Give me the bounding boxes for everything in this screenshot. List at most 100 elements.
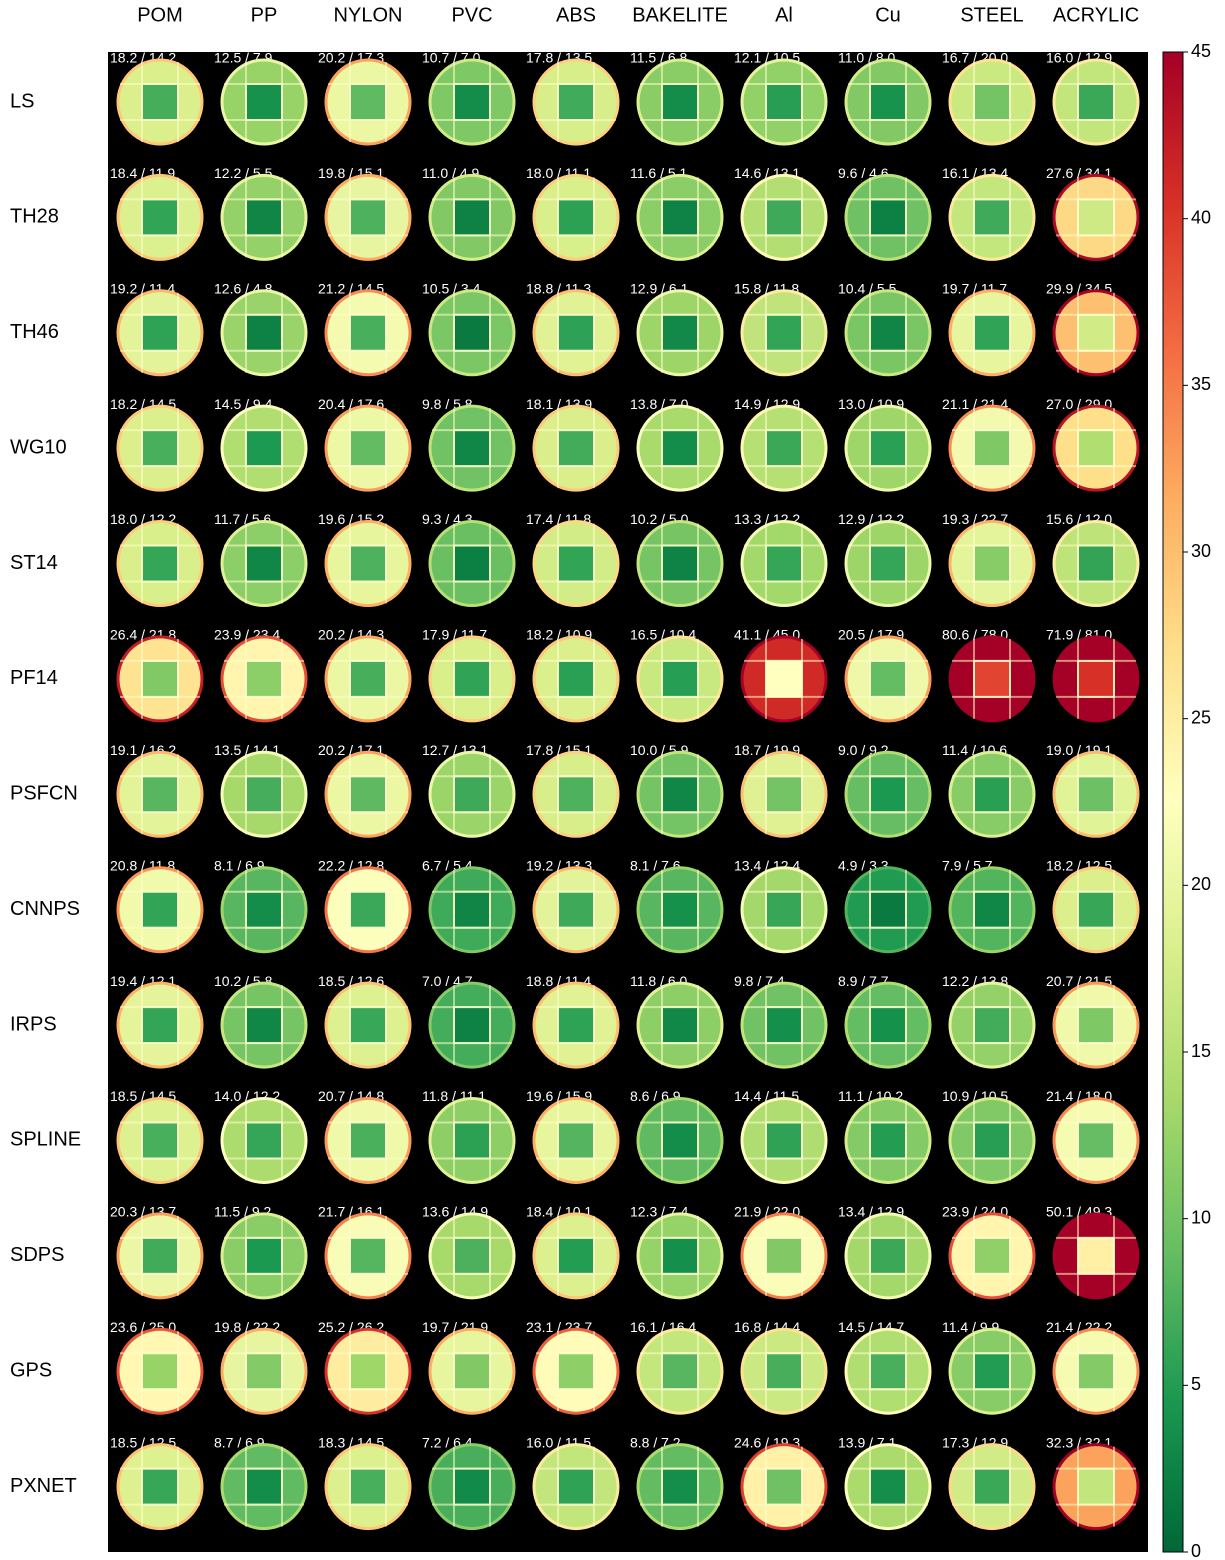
error-map: [742, 1098, 826, 1182]
error-map-center: [350, 430, 386, 466]
error-map-center: [974, 1469, 1010, 1505]
error-map: [950, 406, 1034, 490]
error-map: [222, 983, 306, 1067]
error-map-center: [870, 315, 906, 351]
error-map-center: [662, 1353, 698, 1389]
row-label: PF14: [10, 667, 58, 689]
column-label: BAKELITE: [632, 4, 728, 26]
error-map: [742, 175, 826, 259]
error-map-center: [454, 84, 490, 120]
error-map: [326, 1214, 410, 1298]
error-map-center: [142, 776, 178, 812]
row-label: GPS: [10, 1360, 52, 1382]
error-map-center: [1078, 430, 1114, 466]
error-map: [742, 406, 826, 490]
error-map-center: [246, 315, 282, 351]
row-label: ST14: [10, 552, 58, 574]
error-map-center: [350, 1007, 386, 1043]
error-map: [222, 637, 306, 721]
error-map-center: [454, 1238, 490, 1274]
error-map: [742, 983, 826, 1067]
error-map: [326, 1098, 410, 1182]
error-map-center: [142, 430, 178, 466]
error-map: [1054, 1329, 1138, 1413]
error-map-center: [1078, 776, 1114, 812]
error-map-center: [662, 661, 698, 697]
error-map-center: [974, 776, 1010, 812]
error-map-center: [766, 546, 802, 582]
error-map: [1054, 868, 1138, 952]
error-map-center: [142, 1469, 178, 1505]
error-map: [846, 175, 930, 259]
error-map-center: [870, 546, 906, 582]
error-map-center: [662, 546, 698, 582]
error-map: [534, 60, 618, 144]
error-map: [638, 175, 722, 259]
error-map-center: [454, 1007, 490, 1043]
error-map: [1054, 1214, 1138, 1298]
error-map-center: [974, 1007, 1010, 1043]
error-map: [1054, 1445, 1138, 1529]
error-map: [846, 1445, 930, 1529]
error-map-center: [246, 1238, 282, 1274]
error-map: [638, 522, 722, 606]
column-label: Al: [775, 4, 793, 26]
error-map: [118, 752, 202, 836]
error-map: [326, 1445, 410, 1529]
error-map: [846, 983, 930, 1067]
error-map: [638, 983, 722, 1067]
error-map: [1054, 637, 1138, 721]
error-map-center: [766, 1238, 802, 1274]
colorbar-tick-label: 5: [1191, 1374, 1201, 1394]
error-map: [950, 175, 1034, 259]
error-map: [118, 1445, 202, 1529]
error-map-center: [662, 315, 698, 351]
error-map-center: [454, 1469, 490, 1505]
error-map-center: [142, 1353, 178, 1389]
error-map: [222, 522, 306, 606]
error-map: [534, 637, 618, 721]
error-map: [326, 637, 410, 721]
error-map: [534, 291, 618, 375]
error-map-center: [870, 199, 906, 235]
error-map: [118, 522, 202, 606]
error-map: [222, 1445, 306, 1529]
error-map: [846, 1329, 930, 1413]
error-map-center: [454, 546, 490, 582]
error-map-center: [350, 84, 386, 120]
error-map-center: [766, 315, 802, 351]
page: POMPPNYLONPVCABSBAKELITEAlCuSTEELACRYLIC…: [0, 0, 1225, 1560]
error-map-center: [870, 892, 906, 928]
error-map: [534, 175, 618, 259]
error-map: [326, 868, 410, 952]
error-map-center: [870, 776, 906, 812]
error-map-center: [558, 546, 594, 582]
error-map-center: [246, 661, 282, 697]
error-map: [222, 60, 306, 144]
error-map: [430, 1214, 514, 1298]
error-map-center: [662, 1007, 698, 1043]
error-map-center: [662, 84, 698, 120]
error-map-center: [558, 892, 594, 928]
error-map: [950, 1214, 1034, 1298]
error-map: [742, 1214, 826, 1298]
error-map-center: [1078, 315, 1114, 351]
error-map: [742, 637, 826, 721]
error-map: [638, 1445, 722, 1529]
error-map-center: [1078, 661, 1114, 697]
error-map-center: [974, 546, 1010, 582]
error-map-center: [974, 1353, 1010, 1389]
error-map-center: [766, 199, 802, 235]
error-map: [430, 637, 514, 721]
error-map: [742, 868, 826, 952]
error-map-center: [350, 546, 386, 582]
error-map: [326, 406, 410, 490]
error-map-center: [1078, 1469, 1114, 1505]
error-map-center: [350, 776, 386, 812]
error-map: [534, 1445, 618, 1529]
column-label: PVC: [451, 4, 492, 26]
error-map-center: [558, 430, 594, 466]
error-map-center: [454, 199, 490, 235]
error-map-center: [246, 1469, 282, 1505]
error-map: [742, 752, 826, 836]
